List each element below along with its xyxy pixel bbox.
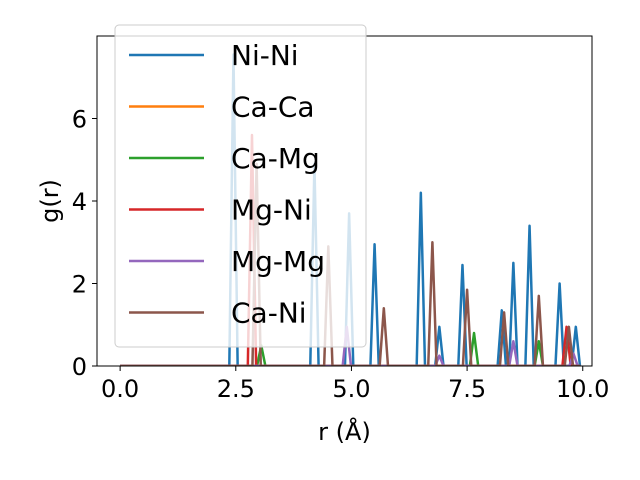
y-tick-label: 6 <box>72 106 87 134</box>
legend-label: Mg-Mg <box>231 245 325 278</box>
y-axis-label: g(r) <box>36 179 64 223</box>
legend-label: Mg-Ni <box>231 194 312 227</box>
x-tick-label: 10.0 <box>556 375 609 403</box>
legend-label: Ni-Ni <box>231 39 299 72</box>
ticks-layer: 0.0 2.5 5.0 7.5 10.0 0 2 4 6 <box>72 106 610 404</box>
legend-label: Ca-Ni <box>231 297 307 330</box>
y-tick-label: 0 <box>72 353 87 381</box>
x-tick-label: 2.5 <box>217 375 255 403</box>
x-tick-label: 7.5 <box>448 375 486 403</box>
legend-label: Ca-Mg <box>231 142 320 175</box>
x-axis-label: r (Å) <box>318 417 371 446</box>
y-tick-label: 4 <box>72 188 87 216</box>
x-tick-label: 5.0 <box>332 375 370 403</box>
y-tick-label: 2 <box>72 271 87 299</box>
legend: Ni-Ni Ca-Ca Ca-Mg Mg-Ni Mg-Mg Ca-Ni <box>114 24 367 348</box>
legend-label: Ca-Ca <box>231 91 315 124</box>
x-tick-label: 0.0 <box>101 375 139 403</box>
